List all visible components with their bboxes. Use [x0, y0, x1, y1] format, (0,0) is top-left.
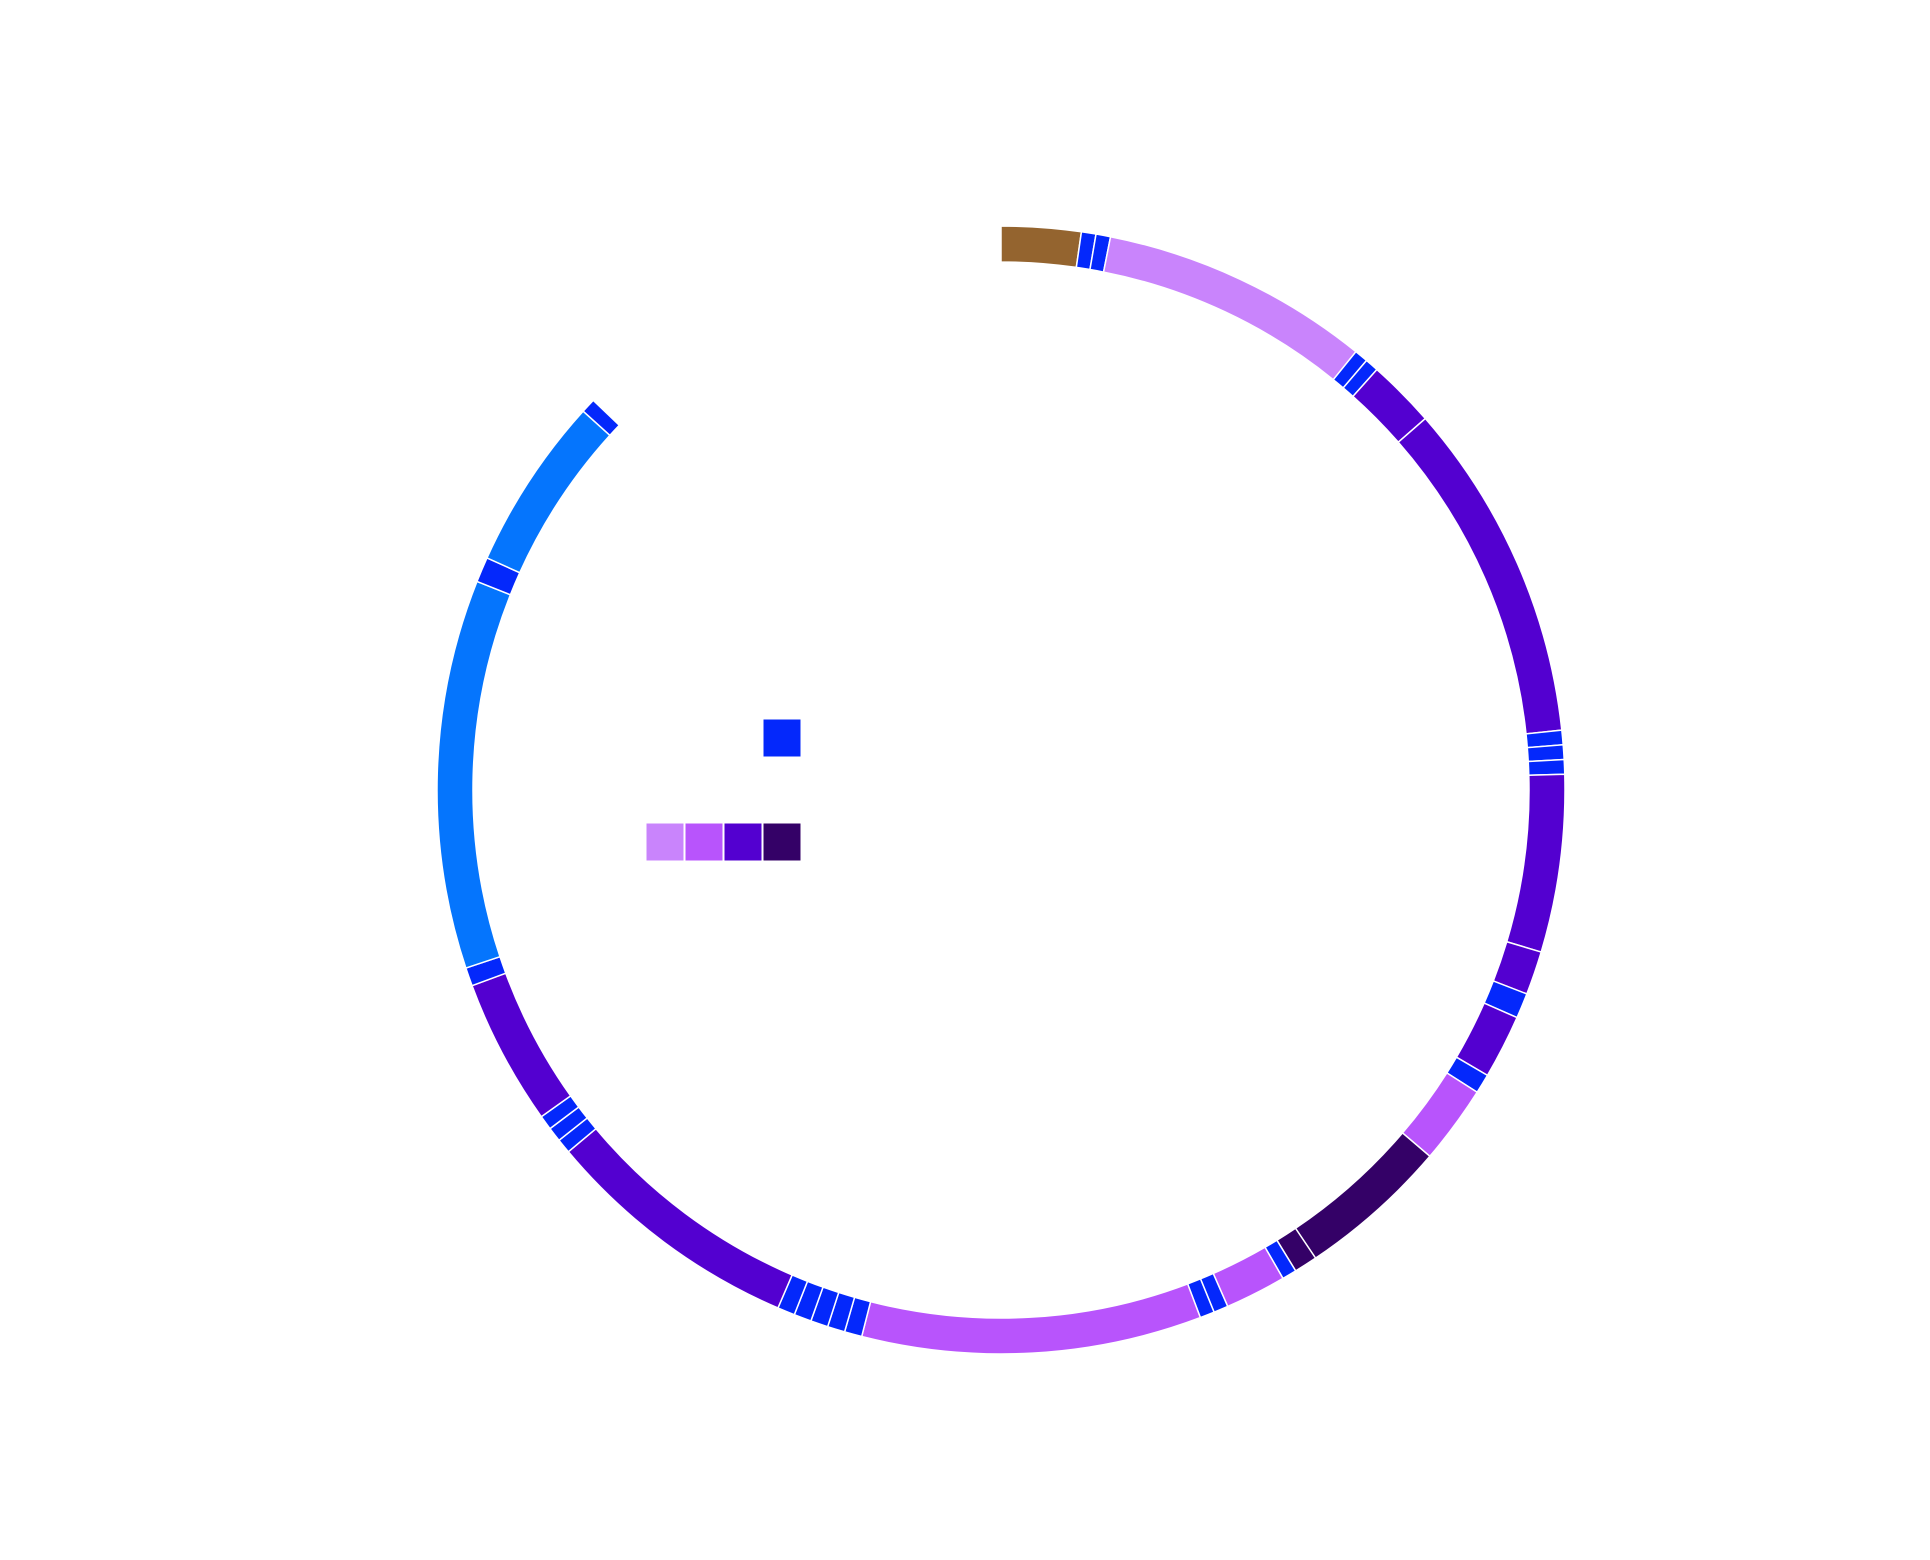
ring-segment-1	[1001, 226, 1081, 267]
ring-segment-36	[437, 581, 510, 968]
ring-segment-34	[472, 973, 571, 1117]
ring-segment-4	[1104, 237, 1356, 380]
ring	[437, 226, 1565, 1354]
ring-segment-8	[1398, 419, 1562, 734]
ring-segment-38	[487, 411, 610, 573]
legend-swatch-gradient-4	[763, 823, 801, 861]
legend	[646, 719, 801, 861]
ring-segment-30	[568, 1129, 792, 1308]
ring-segment-18	[1295, 1133, 1429, 1258]
legend-swatch-single	[763, 719, 801, 757]
ring-segment-11	[1528, 760, 1565, 776]
legend-swatch-gradient-2	[685, 823, 723, 861]
legend-swatch-gradient-1	[646, 823, 684, 861]
legend-swatch-gradient-3	[724, 823, 762, 861]
ring-segment-24	[862, 1284, 1201, 1354]
ring-segment-10	[1527, 745, 1564, 762]
ring-segment-12	[1507, 774, 1565, 952]
